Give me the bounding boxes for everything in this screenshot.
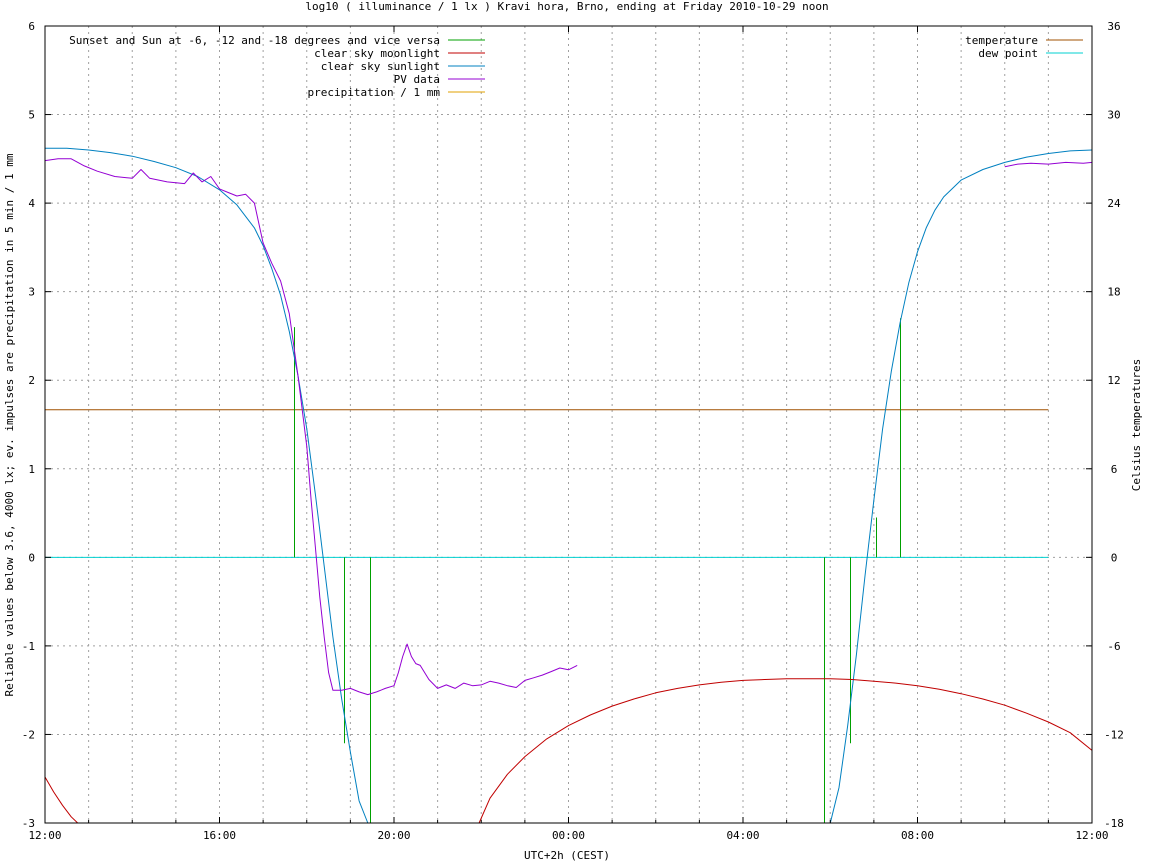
y2-tick-label: -18 bbox=[1104, 817, 1124, 830]
plot-frame bbox=[44, 25, 1093, 824]
pv-data-line bbox=[44, 158, 578, 696]
y2-tick-label: 30 bbox=[1107, 109, 1120, 122]
y2-tick-label: 18 bbox=[1107, 286, 1120, 299]
y2-tick-label: 6 bbox=[1111, 463, 1118, 476]
x-axis-label: UTC+2h (CEST) bbox=[524, 849, 610, 862]
pv-data-line bbox=[1004, 161, 1093, 168]
legend-label: dew point bbox=[978, 47, 1038, 60]
x-axis-ticks: 12:00 16:00 20:00 00:00 04:00 08:00 12:00 bbox=[28, 26, 1109, 842]
y-axis-ticks: -3 -2 -1 0 1 2 3 4 5 6 bbox=[22, 20, 51, 830]
y-tick-label: 1 bbox=[28, 463, 35, 476]
legend-label: precipitation / 1 mm bbox=[308, 86, 441, 99]
y2-tick-label: 12 bbox=[1107, 374, 1120, 387]
y-tick-label: -1 bbox=[22, 640, 35, 653]
y2-tick-label: -12 bbox=[1104, 728, 1124, 741]
y-tick-label: 4 bbox=[28, 197, 35, 210]
legend-label: Sunset and Sun at -6, -12 and -18 degree… bbox=[69, 34, 440, 47]
y-tick-label: 2 bbox=[28, 374, 35, 387]
y2-tick-label: 0 bbox=[1111, 551, 1118, 564]
clear-sky-moonlight-line bbox=[478, 678, 1093, 824]
y-tick-label: 0 bbox=[28, 551, 35, 564]
y-tick-label: -3 bbox=[22, 817, 35, 830]
legend-left: Sunset and Sun at -6, -12 and -18 degree… bbox=[69, 34, 485, 99]
y-tick-label: -2 bbox=[22, 728, 35, 741]
sun-impulses bbox=[294, 318, 901, 823]
clear-sky-sunlight-line bbox=[45, 147, 369, 824]
y2-tick-label: 36 bbox=[1107, 20, 1120, 33]
x-tick-label: 12:00 bbox=[28, 829, 61, 842]
y-tick-label: 5 bbox=[28, 109, 35, 122]
x-tick-label: 16:00 bbox=[203, 829, 236, 842]
legend-label: clear sky moonlight bbox=[314, 47, 440, 60]
data-series bbox=[44, 147, 1093, 824]
y-tick-label: 6 bbox=[28, 20, 35, 33]
legend-label: temperature bbox=[965, 34, 1038, 47]
x-tick-label: 00:00 bbox=[552, 829, 585, 842]
y2-tick-label: -6 bbox=[1107, 640, 1120, 653]
clear-sky-moonlight-line bbox=[44, 776, 79, 824]
chart-title: log10 ( illuminance / 1 lx ) Kravi hora,… bbox=[305, 0, 828, 13]
y-axis-label: Reliable values below 3.6, 4000 lx; ev. … bbox=[3, 153, 16, 696]
x-tick-label: 12:00 bbox=[1075, 829, 1108, 842]
temperature-lines bbox=[45, 409, 1049, 558]
legend-label: clear sky sunlight bbox=[321, 60, 440, 73]
y2-axis-ticks: -18 -12 -6 0 6 12 18 24 30 36 bbox=[1086, 20, 1124, 830]
x-tick-label: 20:00 bbox=[377, 829, 410, 842]
legend-label: PV data bbox=[394, 73, 440, 86]
x-tick-label: 08:00 bbox=[901, 829, 934, 842]
grid-lines bbox=[45, 26, 1092, 823]
y2-axis-label: Celsius temperatures bbox=[1130, 359, 1143, 491]
y2-tick-label: 24 bbox=[1107, 197, 1121, 210]
y-tick-label: 3 bbox=[28, 286, 35, 299]
x-tick-label: 04:00 bbox=[726, 829, 759, 842]
clear-sky-sunlight-line bbox=[829, 149, 1093, 824]
